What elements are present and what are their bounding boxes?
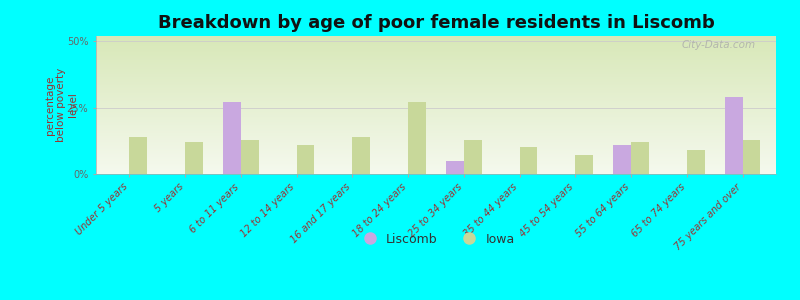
- Bar: [223, 102, 241, 174]
- Text: City-Data.com: City-Data.com: [682, 40, 755, 50]
- Bar: [446, 161, 464, 174]
- Bar: [130, 137, 147, 174]
- Bar: [520, 148, 538, 174]
- Bar: [725, 97, 742, 174]
- Bar: [687, 150, 705, 174]
- Bar: [352, 137, 370, 174]
- Bar: [614, 145, 631, 174]
- Bar: [241, 140, 258, 174]
- Bar: [631, 142, 649, 174]
- Title: Breakdown by age of poor female residents in Liscomb: Breakdown by age of poor female resident…: [158, 14, 714, 32]
- Bar: [575, 155, 593, 174]
- Bar: [742, 140, 760, 174]
- Bar: [185, 142, 203, 174]
- Y-axis label: percentage
below poverty
level: percentage below poverty level: [45, 68, 78, 142]
- Legend: Liscomb, Iowa: Liscomb, Iowa: [353, 227, 519, 250]
- Bar: [464, 140, 482, 174]
- Bar: [297, 145, 314, 174]
- Bar: [408, 102, 426, 174]
